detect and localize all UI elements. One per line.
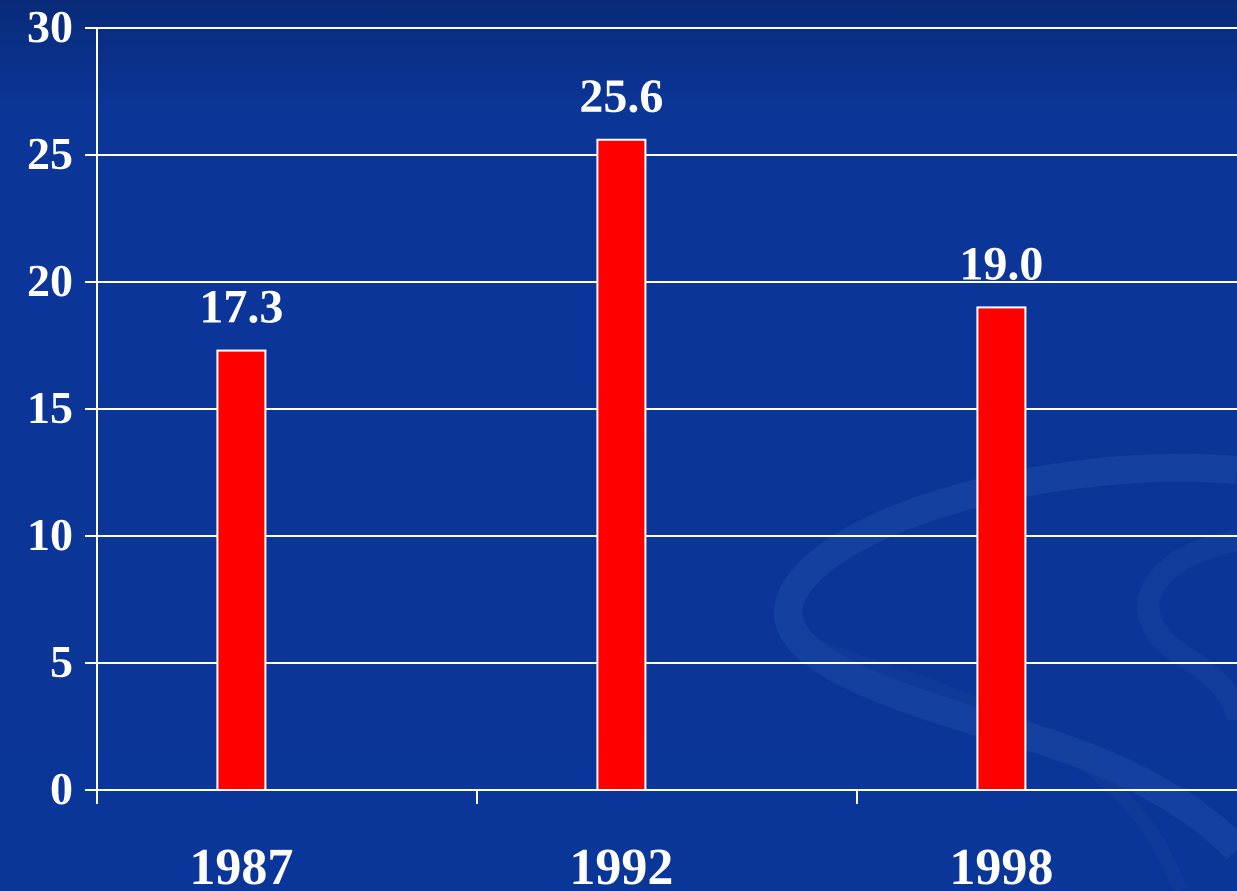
swirl-arc	[1137, 529, 1237, 721]
x-category-label: 1998	[949, 839, 1053, 891]
bar	[216, 349, 267, 791]
x-category-label: 1987	[189, 839, 293, 891]
data-label: 17.3	[199, 281, 283, 334]
x-axis-category-labels: 1987 1992 1998	[189, 839, 1053, 891]
y-tick-label: 15	[27, 382, 73, 433]
y-tick-label: 25	[27, 128, 73, 179]
y-tick-label: 10	[27, 509, 73, 560]
data-labels: 17.3 25.6 19.0	[199, 70, 1043, 334]
swirl-arc	[797, 633, 1187, 891]
axes	[85, 27, 858, 804]
y-tick-label: 30	[27, 1, 73, 52]
data-label: 19.0	[959, 237, 1043, 290]
gridlines	[97, 27, 1237, 791]
y-tick-label: 20	[27, 255, 73, 306]
y-tick-label: 5	[50, 636, 73, 687]
bars	[216, 138, 1027, 791]
bar	[976, 306, 1027, 791]
y-tick-label: 0	[50, 763, 73, 814]
x-category-label: 1992	[569, 839, 673, 891]
data-label: 25.6	[579, 70, 663, 123]
bar	[596, 138, 647, 791]
y-axis-tick-labels: 0 5 10 15 20 25 30	[27, 1, 73, 814]
